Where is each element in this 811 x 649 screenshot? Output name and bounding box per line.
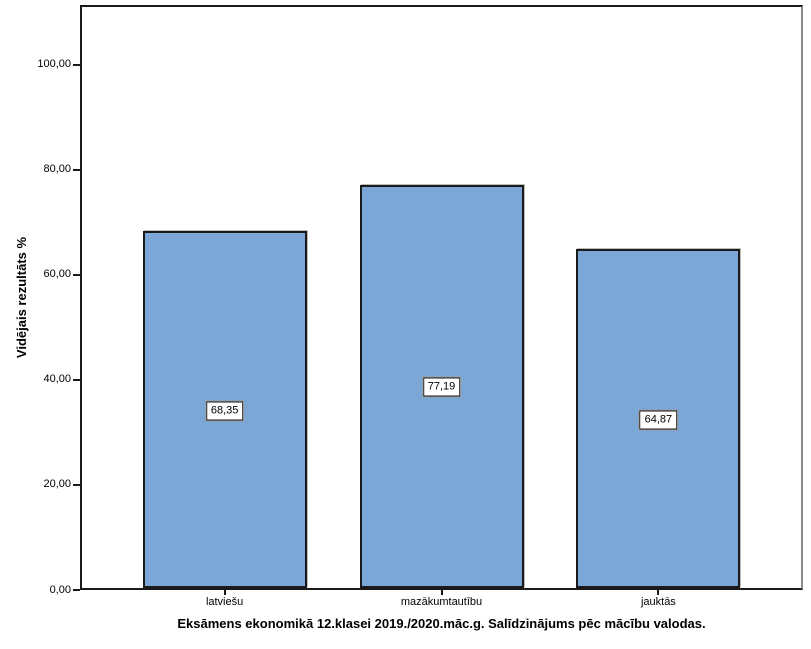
y-axis-tick-label: 20,00 — [43, 478, 71, 491]
y-axis-tick-label: 60,00 — [43, 268, 71, 281]
y-axis-tick-label: 0,00 — [49, 583, 71, 596]
y-axis-tick-label: 100,00 — [37, 58, 71, 71]
y-axis-tick — [73, 273, 80, 276]
x-axis-tick — [657, 590, 660, 595]
y-axis-title: Vidējais rezultāts % — [8, 5, 36, 590]
bar-value-label: 68,35 — [204, 400, 245, 422]
y-axis-title-text: Vidējais rezultāts % — [14, 236, 30, 359]
x-axis-tick — [440, 590, 443, 595]
bar-value-label: 77,19 — [421, 376, 462, 398]
y-axis-tick-label: 40,00 — [43, 373, 71, 386]
y-axis-tick — [73, 378, 80, 381]
x-axis-tick-label: mazākumtautību — [400, 596, 483, 608]
y-axis-tick — [73, 168, 80, 171]
chart-title: Eksāmens ekonomikā 12.klasei 2019./2020.… — [177, 616, 706, 631]
y-axis-tick — [73, 589, 80, 591]
y-axis-tick — [73, 63, 80, 66]
x-axis-tick-label: latviešu — [205, 596, 244, 608]
bar-value-label: 64,87 — [638, 409, 679, 431]
x-axis-tick — [223, 590, 226, 595]
y-axis-tick — [73, 483, 80, 486]
x-axis-tick-label: jauktās — [640, 596, 676, 608]
y-axis-tick-label: 80,00 — [43, 163, 71, 176]
